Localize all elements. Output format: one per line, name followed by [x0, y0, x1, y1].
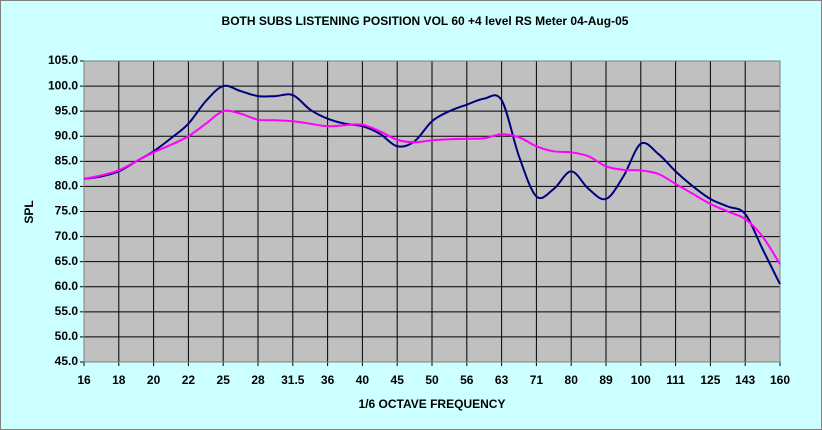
x-tick-label: 20: [147, 373, 161, 387]
x-axis-title: 1/6 OCTAVE FREQUENCY: [359, 397, 506, 411]
x-tick-label: 100: [631, 373, 651, 387]
x-tick-label: 45: [391, 373, 405, 387]
y-tick-label: 75.0: [55, 204, 79, 218]
x-tick-label: 63: [495, 373, 509, 387]
x-tick-label: 16: [77, 373, 91, 387]
x-tick-label: 50: [425, 373, 439, 387]
y-tick-label: 65.0: [55, 254, 79, 268]
y-tick-label: 80.0: [55, 179, 79, 193]
y-tick-label: 60.0: [55, 279, 79, 293]
plot-border: [83, 60, 781, 363]
y-axis-title: SPL: [22, 200, 36, 223]
x-tick-label: 36: [321, 373, 335, 387]
chart-title: BOTH SUBS LISTENING POSITION VOL 60 +4 l…: [222, 14, 629, 28]
x-tick-label: 18: [112, 373, 126, 387]
y-tick-label: 105.0: [48, 53, 78, 67]
x-tick-label: 160: [770, 373, 790, 387]
x-tick-label: 22: [182, 373, 196, 387]
x-tick-label: 56: [460, 373, 474, 387]
x-tick-label: 40: [356, 373, 370, 387]
y-tick-label: 85.0: [55, 154, 79, 168]
plot-layer: 45.0 50.0 55.0 60.0 65.0 70.0 75.0 80.0 85.0 90.0…: [48, 53, 790, 387]
x-tick-label: 111: [666, 373, 685, 387]
series-line: [83, 109, 781, 265]
y-tick-label: 50.0: [55, 329, 79, 343]
x-tick-label: 89: [599, 373, 613, 387]
series-line: [83, 84, 781, 285]
y-tick-label: 95.0: [55, 103, 79, 117]
x-tick-label: 25: [217, 373, 231, 387]
y-tick-label: 70.0: [55, 229, 79, 243]
x-tick-label: 71: [530, 373, 544, 387]
x-tick-label: 125: [700, 373, 720, 387]
x-tick-label: 80: [565, 373, 579, 387]
y-tick-label: 45.0: [55, 354, 79, 368]
y-tick-label: 90.0: [55, 128, 79, 142]
y-tick-label: 55.0: [55, 304, 79, 318]
x-tick-label: 31.5: [281, 373, 305, 387]
x-tick-label: 28: [251, 373, 265, 387]
x-tick-label: 143: [735, 373, 755, 387]
y-tick-label: 100.0: [48, 78, 78, 92]
